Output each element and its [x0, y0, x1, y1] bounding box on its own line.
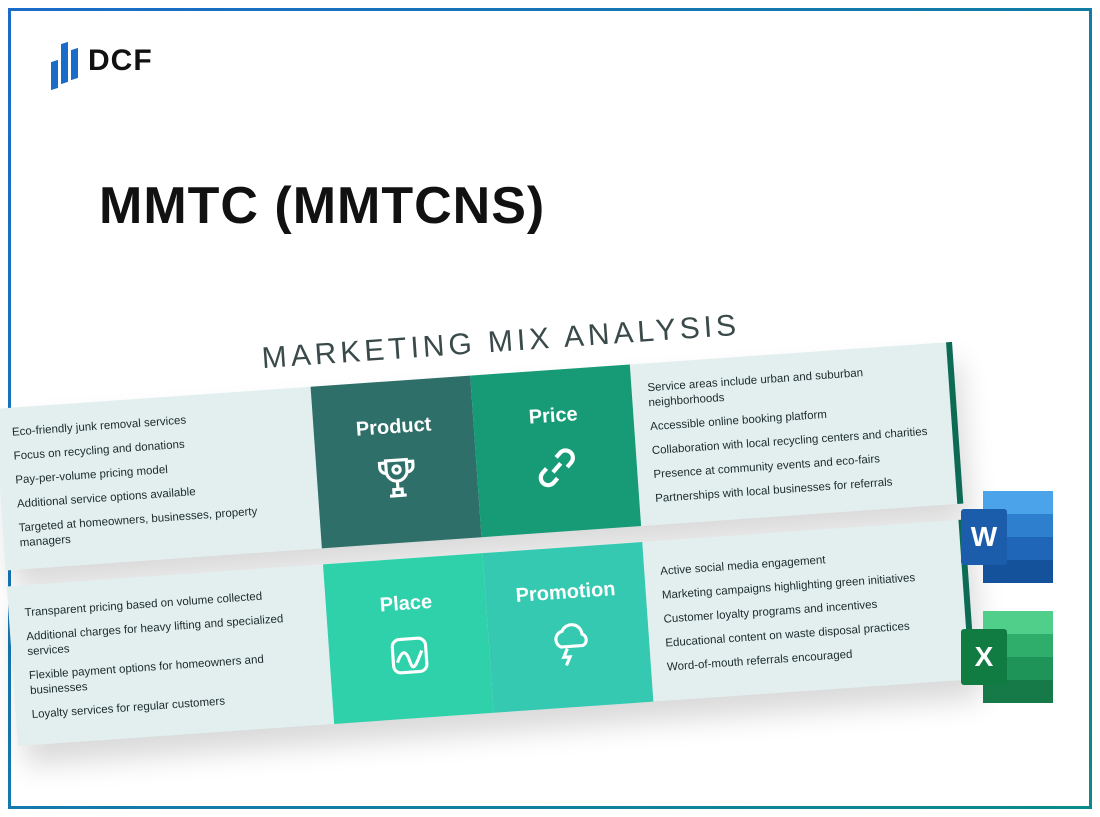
excel-letter: X: [961, 629, 1007, 685]
marketing-mix-diagram: MARKETING MIX ANALYSIS Eco-friendly junk…: [0, 294, 977, 762]
wave-icon: [380, 626, 440, 686]
place-card-label: Place: [379, 591, 433, 618]
place-card: Place: [323, 553, 494, 724]
cloud-lightning-icon: [539, 615, 599, 675]
file-icons: W X: [961, 491, 1053, 703]
word-file-icon: W: [961, 491, 1053, 583]
trophy-icon: [367, 449, 427, 509]
price-items: Service areas include urban and suburban…: [630, 342, 958, 525]
logo-bars-icon: [51, 39, 78, 83]
link-icon: [527, 438, 587, 498]
promotion-card-label: Promotion: [515, 578, 616, 608]
price-card-label: Price: [528, 404, 578, 430]
product-card: Product: [311, 376, 482, 548]
word-letter: W: [961, 509, 1007, 565]
price-card: Price: [470, 364, 641, 536]
logo-text: DCF: [88, 44, 153, 78]
product-items: Eco-friendly junk removal services Focus…: [0, 387, 322, 570]
promotion-items: Active social media engagement Marketing…: [642, 520, 969, 702]
promotion-card: Promotion: [483, 542, 654, 713]
place-items: Transparent pricing based on volume coll…: [7, 564, 334, 746]
slide-frame: DCF MMTC (MMTCNS) MARKETING MIX ANALYSIS…: [8, 8, 1092, 809]
logo: DCF: [51, 39, 153, 83]
product-card-label: Product: [355, 414, 432, 442]
page-title: MMTC (MMTCNS): [99, 176, 545, 236]
excel-file-icon: X: [961, 611, 1053, 703]
